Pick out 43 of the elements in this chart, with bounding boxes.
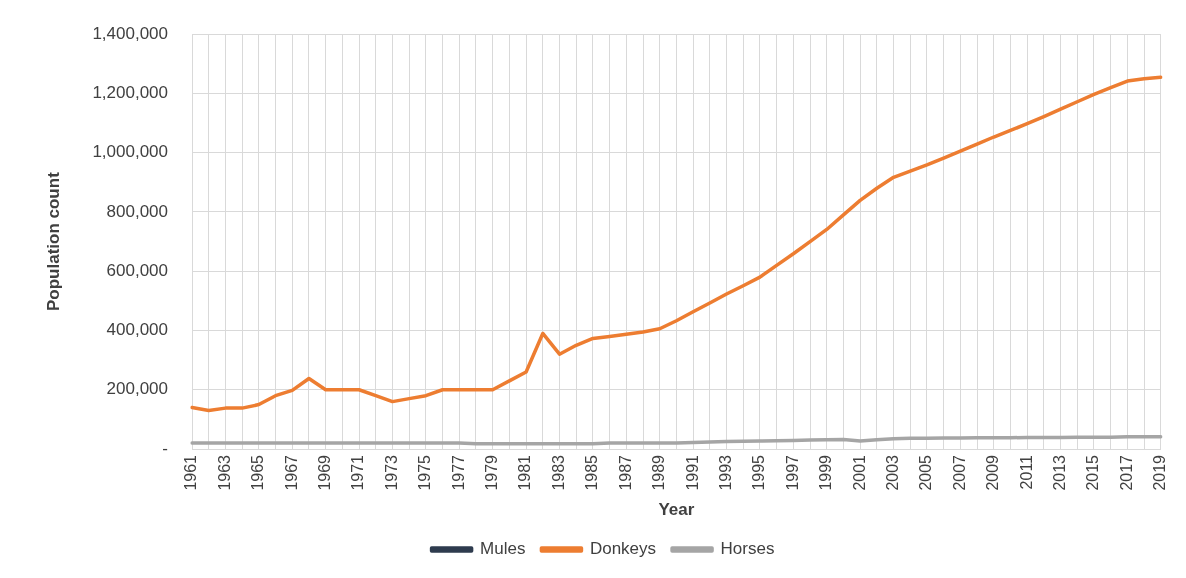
y-tick-label: 1,200,000	[92, 83, 169, 103]
y-tick-label: 200,000	[106, 379, 169, 399]
x-tick-label: 1977	[449, 454, 467, 491]
legend-label: Donkeys	[589, 539, 657, 559]
x-tick-label: 2015	[1084, 454, 1102, 491]
legend-label: Horses	[720, 539, 775, 559]
x-tick-label: 1983	[549, 454, 567, 491]
x-tick-label: 2017	[1117, 454, 1135, 491]
x-tick-label: 1985	[583, 454, 601, 491]
x-tick-label: 1997	[783, 454, 801, 491]
x-tick-label: 1965	[249, 454, 267, 491]
x-tick-label: 1995	[750, 454, 768, 491]
y-tick-label: 1,000,000	[92, 142, 169, 162]
x-axis-title: Year	[658, 500, 695, 520]
x-tick-label: 1961	[182, 454, 200, 491]
x-tick-label: 1979	[483, 454, 501, 491]
y-tick-label: 800,000	[106, 201, 169, 221]
x-tick-label: 2013	[1050, 454, 1068, 491]
x-tick-label: 1989	[650, 454, 668, 491]
x-tick-label: 2005	[917, 454, 935, 491]
x-tick-label: 1963	[215, 454, 233, 491]
x-tick-label: 1981	[516, 454, 534, 491]
x-tick-label: 1975	[416, 454, 434, 491]
y-tick-label: 600,000	[106, 260, 169, 280]
x-tick-label: 2007	[950, 454, 968, 491]
x-tick-label: 1987	[616, 454, 634, 491]
y-tick-label: 1,400,000	[92, 23, 169, 43]
x-tick-label: 1973	[382, 454, 400, 491]
x-tick-label: 2011	[1017, 454, 1035, 490]
x-tick-label: 1991	[683, 454, 701, 491]
x-tick-label: 2019	[1151, 454, 1169, 491]
x-tick-label: 2009	[984, 454, 1002, 491]
x-tick-label: 1999	[817, 454, 835, 491]
x-tick-label: 1969	[316, 454, 334, 491]
x-tick-label: 2003	[883, 454, 901, 491]
legend-label: Mules	[480, 539, 526, 559]
x-tick-label: 1993	[716, 454, 734, 491]
y-tick-label: -	[162, 438, 169, 458]
x-tick-label: 1967	[282, 454, 300, 491]
y-tick-label: 400,000	[106, 320, 169, 340]
x-tick-label: 1971	[349, 454, 367, 491]
x-tick-label: 2001	[850, 454, 868, 491]
y-axis-title: Population count	[43, 171, 63, 312]
